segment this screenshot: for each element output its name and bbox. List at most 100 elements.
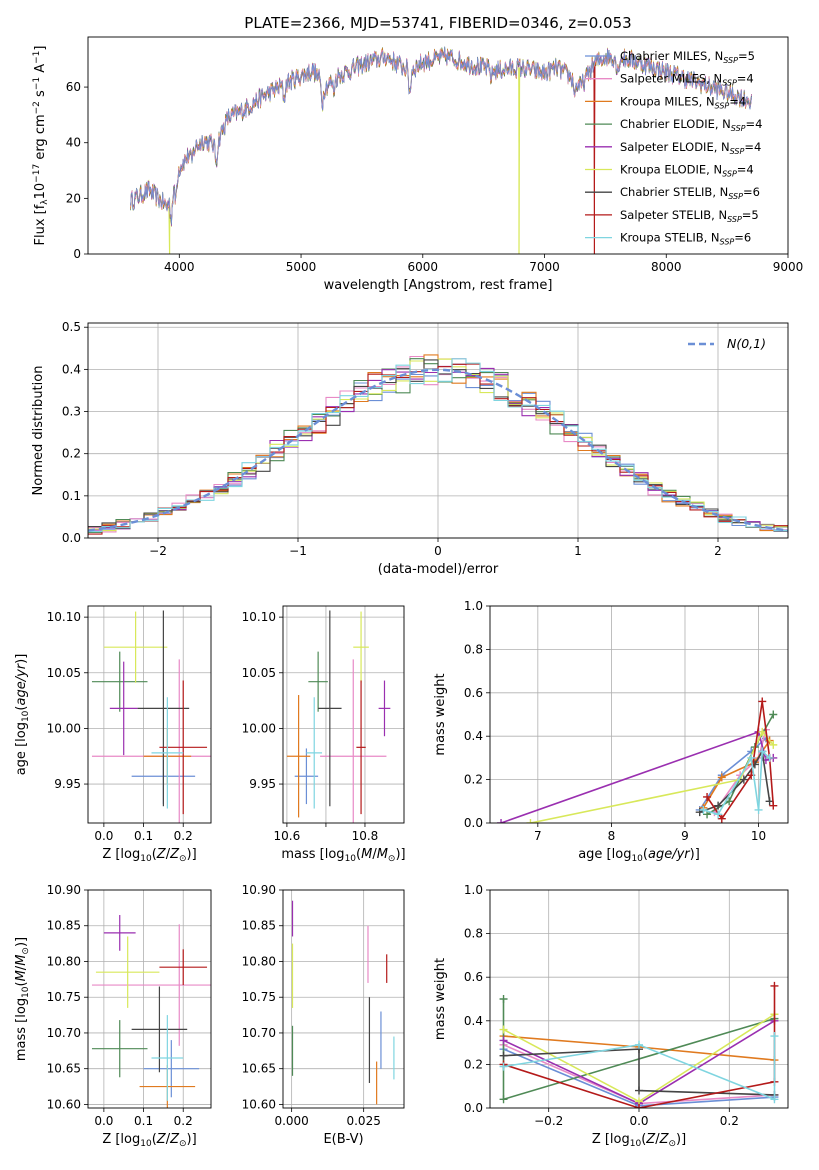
mass-vs-Z-y-tick-label: 10.75 — [47, 990, 81, 1004]
mass-weight-vs-age-marker-kroupa-stelib — [699, 805, 708, 814]
spectrum-x-tick-label: 8000 — [651, 260, 682, 274]
age-vs-mass-x-axis-label: mass [log10(M/M⊙)] — [281, 847, 405, 864]
mass-vs-Z-axes: 0.0 0.1 0.2 10.60 10.65 10.70 10.75 10.80 10.85 1… — [47, 883, 211, 1128]
spectrum-frame — [87, 36, 789, 255]
age-vs-Z-errorbar-salpeter-elodie — [109, 661, 138, 756]
age-vs-Z-y-tick-label: 9.95 — [54, 777, 81, 791]
mass-weight-vs-Z-series — [499, 981, 779, 1108]
mass-weight-vs-age-x-tick-label: 7 — [534, 829, 542, 843]
mass-vs-EBV-y-tick-label: 10.65 — [242, 1062, 276, 1076]
mass-vs-EBV-y-tick-label: 10.70 — [242, 1026, 276, 1040]
mass-vs-EBV-y-tick-label: 10.90 — [242, 883, 276, 897]
plots-layer: 4000 5000 6000 7000 8000 90000204060Chabrier … — [14, 36, 804, 1149]
age-vs-mass-errorbar-kroupa-miles — [286, 695, 311, 818]
age-vs-mass-y-tick-label: 10.05 — [242, 666, 276, 680]
mass-weight-vs-Z-x-tick-label: −0.2 — [534, 1114, 563, 1128]
mass-weight-vs-Z-marker-kroupa-stelib — [770, 1095, 779, 1104]
age-vs-Z-x-tick-label: 0.2 — [174, 829, 193, 843]
mass-weight-vs-age-axes: 7 8 9 10 0.0 0.2 0.4 0.6 0.8 1.0 — [464, 599, 788, 843]
mass-vs-Z-errorbar-salpeter-elodie — [103, 915, 136, 951]
age-vs-mass-errorbar-chabrier-elodie — [308, 651, 328, 712]
age-vs-Z-x-tick-label: 0.0 — [94, 829, 113, 843]
mass-weight-vs-Z-marker-kroupa-stelib — [499, 1062, 508, 1071]
age-vs-Z-points — [91, 610, 211, 823]
age-vs-mass-axes: 10.6 10.8 9.95 10.00 10.05 10.10 — [242, 606, 404, 843]
mass-weight-vs-Z-axes: −0.2 0.0 0.2 0.0 0.2 0.4 0.6 0.8 1.0 — [464, 883, 788, 1128]
mass-vs-EBV-frame — [282, 889, 405, 1109]
mass-weight-vs-age-marker-chabrier-stelib — [739, 775, 748, 784]
residual-histogram-axes: −2 −1 0 1 2 0.0 0.1 0.2 0.3 0.4 0.5 — [62, 320, 788, 558]
residual-histogram-x-tick-label: −2 — [149, 544, 167, 558]
mass-weight-vs-Z-y-tick-label: 0.4 — [464, 1014, 483, 1028]
mass-vs-EBV-x-tick-label: 0.000 — [274, 1114, 308, 1128]
age-vs-mass-errorbar-chabrier-stelib — [318, 610, 342, 807]
mass-weight-vs-Z-line-kroupa-stelib — [503, 1036, 776, 1101]
mass-weight-vs-Z-marker-salpeter-stelib — [770, 981, 779, 990]
age-vs-Z-y-tick-label: 10.05 — [47, 666, 81, 680]
mass-weight-vs-age-marker-salpeter-stelib — [717, 814, 726, 823]
age-vs-Z-y-tick-label: 10.10 — [47, 610, 81, 624]
mass-weight-vs-age-marker-salpeter-stelib — [769, 801, 778, 810]
age-vs-mass-errorbar-salpeter-miles — [320, 659, 387, 823]
mass-weight-vs-age-y-tick-label: 0.0 — [464, 816, 483, 830]
spectrum-x-tick-label: 7000 — [529, 260, 560, 274]
spectrum-y-axis-label: Flux [fλ10−17 erg cm−2 s−1 A−1] — [32, 46, 50, 246]
spectrum-y-tick-label: 0 — [73, 247, 81, 261]
mass-weight-vs-age-marker-salpeter-elodie — [497, 819, 506, 823]
mass-vs-EBV-points — [291, 900, 395, 1105]
spectrum-line-chabrier-miles — [130, 46, 752, 225]
mass-vs-Z-frame — [87, 889, 212, 1109]
mass-weight-vs-age-marker-kroupa-stelib — [765, 753, 774, 762]
legend-label-salpeter-miles: Salpeter MILES, NSSP=4 — [620, 72, 754, 88]
mass-weight-vs-Z-marker-kroupa-stelib — [635, 1040, 643, 1049]
mass-weight-vs-age-marker-chabrier-stelib — [714, 801, 723, 810]
legend-label-kroupa-stelib: Kroupa STELIB, NSSP=6 — [620, 231, 751, 247]
normal-curve — [88, 368, 788, 532]
mass-weight-vs-age-x-tick-label: 8 — [608, 829, 616, 843]
age-vs-mass-y-tick-label: 10.10 — [242, 610, 276, 624]
mass-weight-vs-Z-marker-chabrier-elodie — [499, 995, 508, 1003]
mass-vs-Z-x-tick-label: 0.2 — [174, 1114, 193, 1128]
mass-weight-vs-age-line-salpeter-elodie — [500, 730, 774, 823]
mass-weight-vs-age-marker-kroupa-elodie — [758, 727, 767, 736]
age-vs-mass-errorbar-salpeter-elodie — [378, 680, 391, 737]
mass-vs-Z-x-axis-label: Z [log10(Z/Z⊙)] — [102, 1132, 196, 1149]
residual-histogram-y-tick-label: 0.4 — [62, 362, 81, 376]
residual-histogram-x-tick-label: −1 — [289, 544, 307, 558]
age-vs-Z-frame — [87, 605, 212, 824]
mass-weight-vs-Z-marker-kroupa-stelib — [770, 1032, 779, 1041]
mass-weight-vs-Z-y-tick-label: 0.0 — [464, 1101, 483, 1115]
mass-weight-vs-age-marker-kroupa-elodie — [769, 740, 778, 749]
spectrum-x-tick-label: 9000 — [773, 260, 804, 274]
mass-weight-vs-age-line-salpeter-stelib — [706, 701, 775, 821]
mass-vs-Z-errorbar-chabrier-miles — [143, 1040, 200, 1098]
age-vs-Z-errorbar-chabrier-stelib — [137, 610, 190, 807]
mass-weight-vs-age-marker-salpeter-stelib — [703, 792, 712, 801]
mass-weight-vs-Z-marker-chabrier-stelib — [499, 1051, 508, 1060]
age-vs-Z-axes: 0.0 0.1 0.2 9.95 10.00 10.05 10.10 — [47, 606, 211, 843]
age-vs-mass-y-tick-label: 10.00 — [242, 721, 276, 735]
mass-weight-vs-age-frame — [489, 605, 789, 824]
mass-weight-vs-age-y-tick-label: 0.4 — [464, 729, 483, 743]
mass-vs-Z-y-tick-label: 10.70 — [47, 1026, 81, 1040]
age-vs-Z-x-axis-label: Z [log10(Z/Z⊙)] — [102, 847, 196, 864]
residual-histogram-x-tick-label: 1 — [574, 544, 582, 558]
spectrum-axes: 4000 5000 6000 7000 8000 9000 0 20 40 60 — [66, 80, 804, 274]
histogram-step-kroupa-stelib — [88, 358, 788, 534]
age-vs-Z-y-axis-label: age [log10(age/yr)] — [14, 654, 31, 776]
mass-weight-vs-Z-x-tick-label: 0.0 — [629, 1114, 648, 1128]
mass-weight-vs-age-line-kroupa-stelib — [703, 749, 771, 816]
mass-weight-vs-Z-marker-chabrier-elodie — [499, 1095, 508, 1104]
mass-weight-vs-Z-y-tick-label: 0.8 — [464, 927, 483, 941]
age-vs-Z-errorbar-kroupa-stelib — [151, 697, 184, 809]
legend-label-salpeter-stelib: Salpeter STELIB, NSSP=5 — [620, 208, 759, 224]
age-vs-mass-points — [286, 610, 391, 823]
mass-vs-Z-errorbar-kroupa-stelib — [151, 1015, 184, 1101]
mass-weight-vs-Z-marker-salpeter-elodie — [499, 1036, 508, 1045]
mass-weight-vs-age-y-tick-label: 1.0 — [464, 599, 483, 613]
spectrum-x-axis-label: wavelength [Angstrom, rest frame] — [324, 278, 553, 293]
mass-vs-EBV-y-tick-label: 10.75 — [242, 990, 276, 1004]
histogram-series-group — [88, 354, 788, 537]
residual-histogram-y-tick-label: 0.1 — [62, 489, 81, 503]
